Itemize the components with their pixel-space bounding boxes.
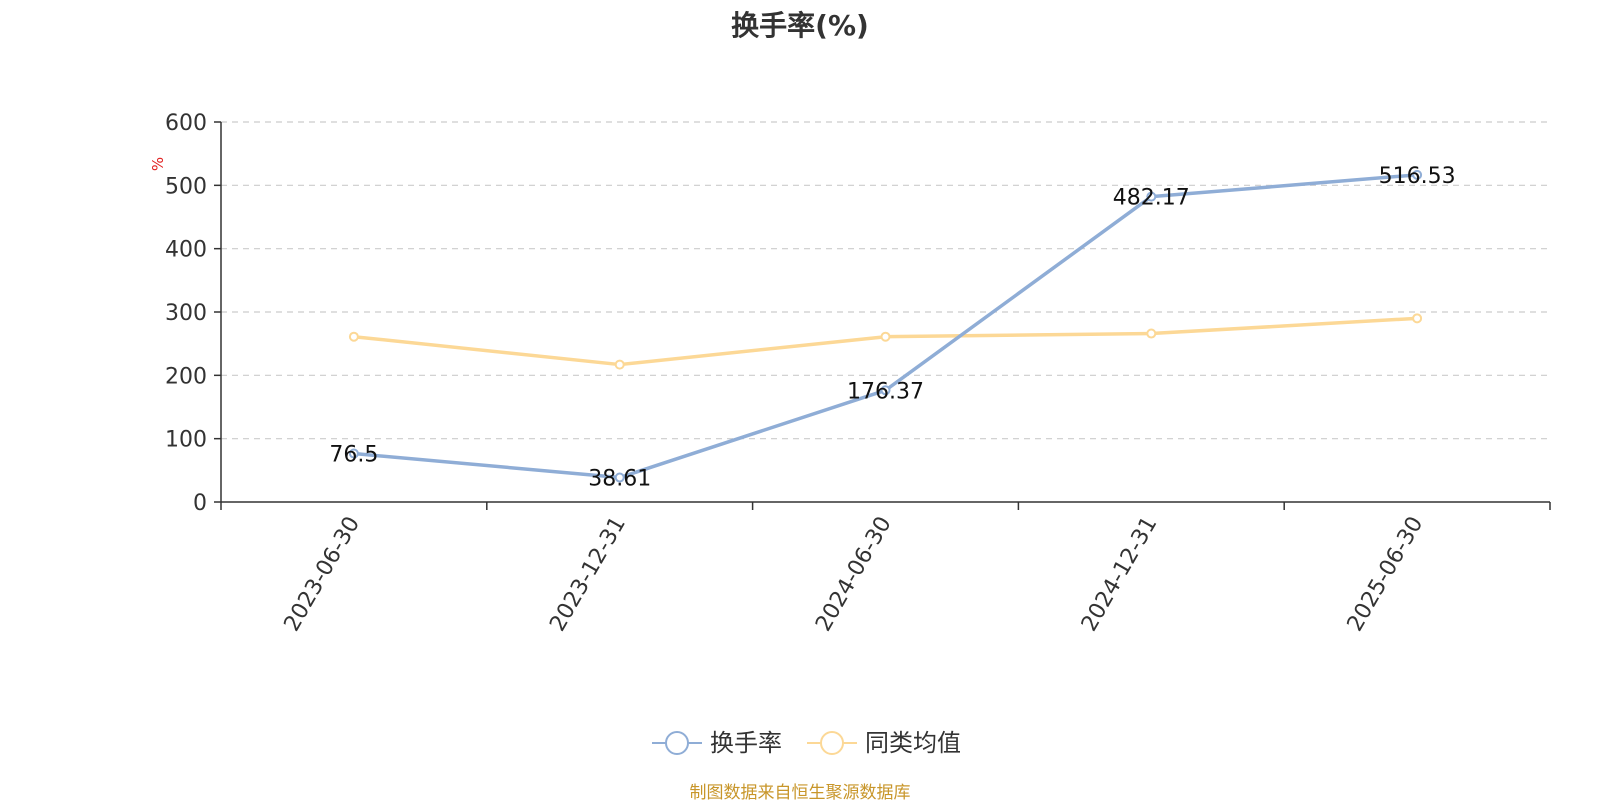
data-label: 516.53 bbox=[1379, 164, 1456, 189]
y-tick-label: 200 bbox=[165, 364, 207, 389]
legend-item-2: 同类均值 bbox=[807, 729, 961, 757]
x-tick-label: 2024-06-30 bbox=[811, 513, 897, 636]
y-tick-label: 0 bbox=[193, 491, 207, 516]
data-label: 76.5 bbox=[329, 443, 378, 468]
y-tick-label: 100 bbox=[165, 428, 207, 453]
data-label: 176.37 bbox=[847, 379, 924, 404]
y-tick-label: 300 bbox=[165, 301, 207, 326]
y-tick-label: 500 bbox=[165, 174, 207, 199]
y-axis-label: % bbox=[149, 157, 167, 171]
data-point bbox=[348, 448, 359, 459]
legend-marker bbox=[820, 731, 844, 755]
y-tick-label: 400 bbox=[165, 238, 207, 263]
legend-label: 同类均值 bbox=[865, 729, 961, 757]
data-point bbox=[880, 385, 891, 396]
data-point bbox=[880, 331, 891, 342]
data-point bbox=[1146, 191, 1157, 202]
data-point bbox=[1146, 328, 1157, 339]
legend-item-1: 换手率 bbox=[652, 729, 782, 757]
y-tick-label: 600 bbox=[165, 111, 207, 136]
x-tick-label: 2023-12-31 bbox=[545, 513, 631, 636]
x-tick-label: 2025-06-30 bbox=[1343, 513, 1429, 636]
data-label: 482.17 bbox=[1113, 186, 1190, 211]
legend-label: 换手率 bbox=[710, 729, 782, 757]
data-point bbox=[1412, 313, 1423, 324]
data-point bbox=[614, 472, 625, 483]
x-tick-label: 2023-06-30 bbox=[280, 513, 366, 636]
data-point bbox=[614, 359, 625, 370]
data-point bbox=[348, 331, 359, 342]
legend-marker bbox=[665, 731, 689, 755]
data-point bbox=[1412, 169, 1423, 180]
x-tick-label: 2024-12-31 bbox=[1077, 513, 1163, 636]
data-label: 38.61 bbox=[588, 467, 651, 492]
data-source-note: 制图数据来自恒生聚源数据库 bbox=[689, 783, 911, 803]
chart-title: 换手率(%) bbox=[731, 9, 869, 42]
